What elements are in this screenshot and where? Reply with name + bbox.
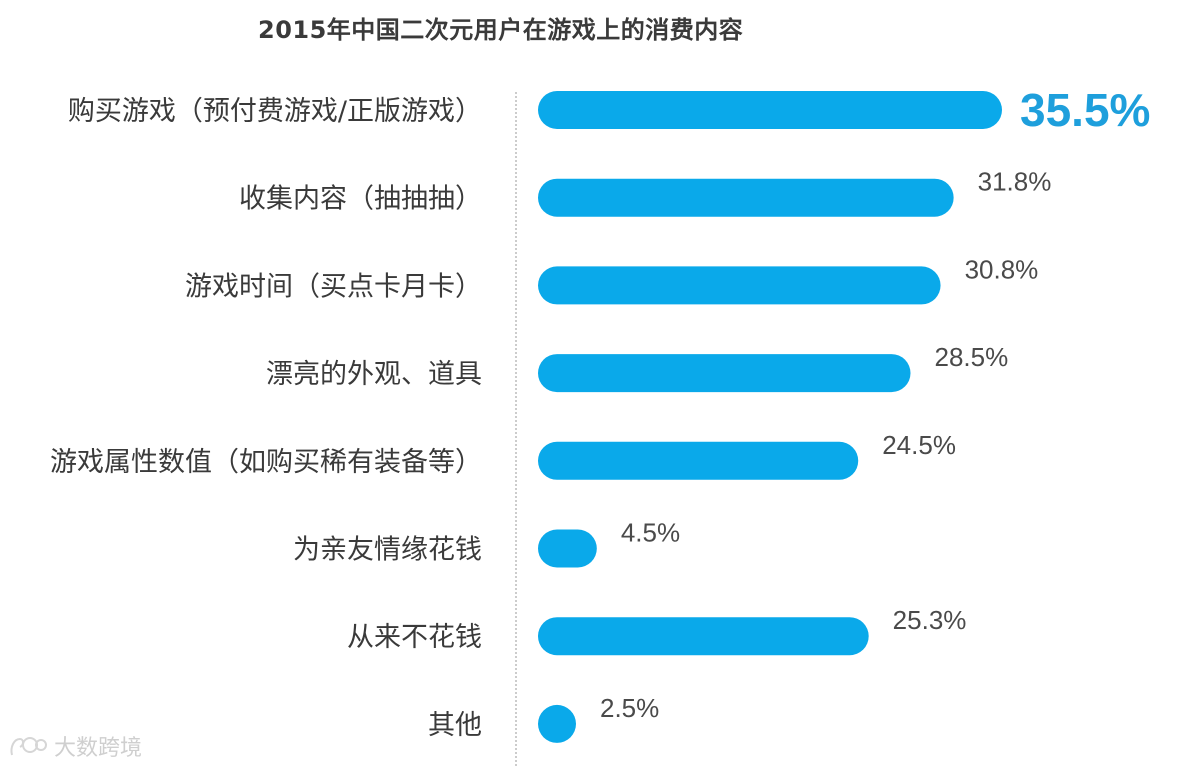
category-label: 购买游戏（预付费游戏/正版游戏）	[68, 96, 482, 127]
bar	[538, 91, 1002, 129]
value-label: 30.8%	[965, 254, 1039, 284]
category-label: 游戏时间（买点卡月卡）	[185, 271, 482, 302]
category-label: 从来不花钱	[347, 622, 482, 653]
category-label: 为亲友情缘花钱	[293, 535, 482, 566]
category-label: 收集内容（抽抽抽）	[239, 184, 482, 215]
bar	[538, 354, 911, 393]
value-label: 4.5%	[621, 518, 680, 548]
category-label: 游戏属性数值（如购买稀有装备等）	[50, 447, 482, 478]
bar	[538, 704, 576, 743]
bar	[538, 441, 859, 480]
bar	[538, 178, 954, 217]
watermark: 大数跨境	[8, 730, 142, 762]
value-label: 2.5%	[600, 693, 659, 723]
value-label: 31.8%	[978, 167, 1052, 197]
chart-title: 2015年中国二次元用户在游戏上的消费内容	[258, 16, 744, 44]
watermark-text: 大数跨境	[54, 736, 143, 761]
value-label: 24.5%	[882, 430, 956, 460]
bar	[538, 617, 869, 656]
watermark-logo-icon	[10, 737, 47, 756]
value-label: 25.3%	[893, 605, 967, 635]
value-label: 35.5%	[1020, 84, 1150, 136]
value-label: 28.5%	[935, 342, 1009, 372]
bar	[538, 266, 941, 305]
bar	[538, 529, 597, 568]
category-label: 漂亮的外观、道具	[266, 359, 482, 390]
category-label: 其他	[428, 710, 482, 741]
